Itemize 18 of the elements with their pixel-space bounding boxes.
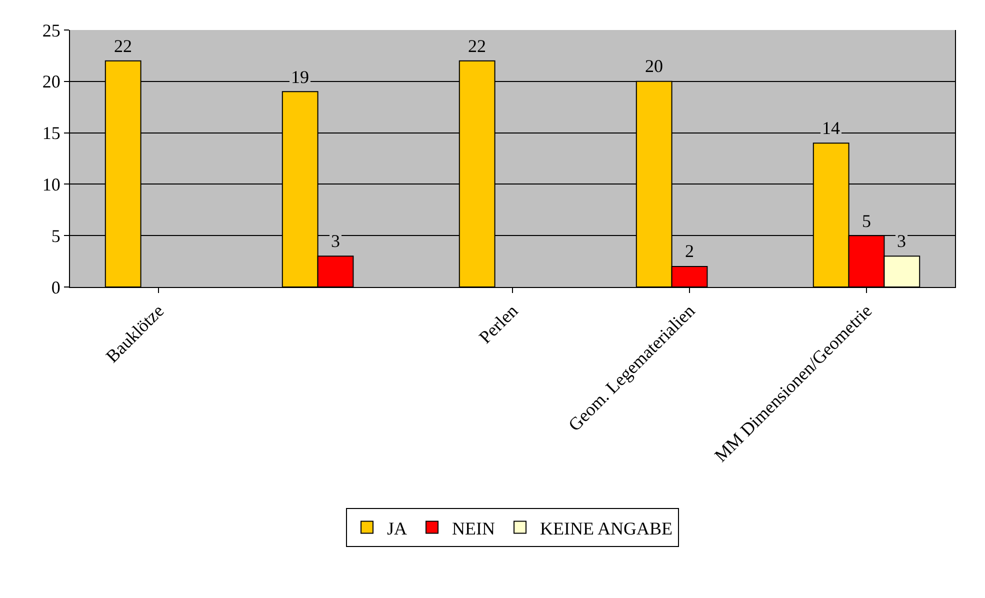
y-tick-label: 10: [42, 174, 60, 194]
y-tick-label: 5: [51, 226, 60, 246]
data-label: 3: [331, 231, 340, 251]
data-label: 20: [645, 56, 663, 76]
legend-label: NEIN: [452, 518, 496, 538]
data-label: 19: [291, 67, 309, 87]
y-tick-label: 15: [42, 123, 60, 144]
data-label: 2: [685, 241, 694, 261]
data-label: 5: [862, 211, 871, 231]
y-tick-label: 20: [42, 72, 60, 92]
y-tick-label: 0: [51, 277, 60, 298]
data-label: 14: [822, 118, 840, 138]
data-label: 22: [468, 36, 486, 56]
legend-label: KEINE ANGABE: [540, 518, 673, 538]
y-tick-label: 25: [42, 20, 60, 40]
data-label: 3: [897, 231, 906, 251]
data-label: 22: [114, 36, 132, 56]
legend-label: JA: [387, 518, 408, 538]
